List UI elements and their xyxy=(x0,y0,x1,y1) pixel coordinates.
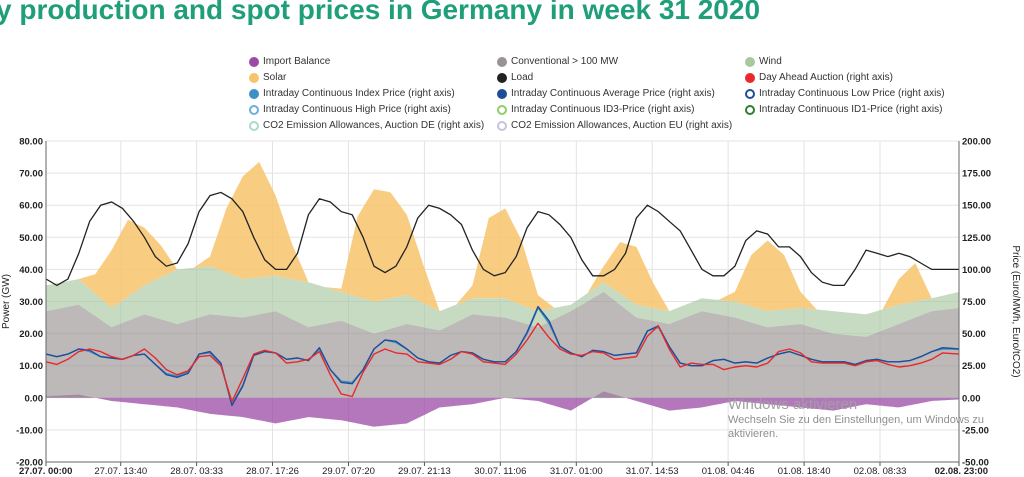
legend-swatch-icon xyxy=(249,72,259,83)
x-tick-label: 28.07. 03:33 xyxy=(170,466,223,477)
day-ahead-price-line xyxy=(45,322,960,403)
legend-label: Intraday Continuous Index Price (right a… xyxy=(263,88,455,99)
legend-label: Solar xyxy=(263,72,287,83)
legend-swatch-icon xyxy=(249,104,259,115)
x-tick-label: 29.07. 07:20 xyxy=(322,466,375,477)
right-tick-label: 150.00 xyxy=(962,201,991,212)
left-tick-label: 0.00 xyxy=(25,393,44,404)
legend-swatch-icon xyxy=(497,120,507,131)
right-tick-label: -50.00 xyxy=(962,458,989,469)
x-tick-label: 31.07. 01:00 xyxy=(550,466,603,477)
legend-item[interactable]: Intraday Continuous Average Price (right… xyxy=(497,88,715,99)
legend-swatch-icon xyxy=(249,88,259,99)
left-tick-label: 70.00 xyxy=(19,169,43,180)
intraday-average-price-line xyxy=(45,305,960,407)
legend-swatch-icon xyxy=(497,72,507,83)
legend-label: Wind xyxy=(759,56,782,67)
legend-label: Day Ahead Auction (right axis) xyxy=(759,72,893,83)
right-tick-label: 25.00 xyxy=(962,361,986,372)
legend-item[interactable]: Intraday Continuous ID1-Price (right axi… xyxy=(745,104,942,115)
left-tick-label: 50.00 xyxy=(19,233,43,244)
legend-label: CO2 Emission Allowances, Auction DE (rig… xyxy=(263,120,485,131)
x-tick-label: 01.08. 18:40 xyxy=(778,466,831,477)
x-tick-label: 02.08. 23:00 xyxy=(935,466,988,477)
legend-label: Intraday Continuous Average Price (right… xyxy=(511,88,715,99)
legend-label: Intraday Continuous High Price (right ax… xyxy=(263,104,451,115)
legend-swatch-icon xyxy=(497,104,507,115)
legend-label: Conventional > 100 MW xyxy=(511,56,619,67)
legend-item[interactable]: CO2 Emission Allowances, Auction EU (rig… xyxy=(497,120,732,131)
watermark-line1: Windows aktivieren xyxy=(728,396,858,413)
line-series xyxy=(45,191,960,407)
left-tick-label: -10.00 xyxy=(16,425,43,436)
legend-swatch-icon xyxy=(497,56,507,67)
x-tick-label: 30.07. 11:06 xyxy=(474,466,526,477)
x-tick-label: 01.08. 04:46 xyxy=(702,466,755,477)
conventional-area xyxy=(46,291,959,398)
axes: -20.00 -10.00 0.00 10.00 20.00 30.00 40.00 50.0… xyxy=(1,137,1021,477)
left-axis-title: Power (GW) xyxy=(1,274,12,329)
legend-item[interactable]: Intraday Continuous ID3-Price (right axi… xyxy=(497,104,694,115)
right-tick-label: 200.00 xyxy=(962,137,991,148)
legend-swatch-icon xyxy=(249,120,259,131)
right-tick-label: -25.00 xyxy=(962,425,989,436)
left-tick-label: 40.00 xyxy=(19,265,43,276)
legend-swatch-icon xyxy=(745,104,755,115)
wind-area xyxy=(46,266,959,337)
legend-item[interactable]: Day Ahead Auction (right axis) xyxy=(745,72,893,83)
chart-legend: Import Balance Conventional > 100 MW Wind S… xyxy=(0,0,1024,140)
legend-swatch-icon xyxy=(745,72,755,83)
legend-swatch-icon xyxy=(745,88,755,99)
x-tick-label: 28.07. 17:26 xyxy=(246,466,299,477)
legend-item[interactable]: CO2 Emission Allowances, Auction DE (rig… xyxy=(249,120,484,131)
legend-item[interactable]: Import Balance xyxy=(249,56,330,67)
right-axis-title: Price (Euro/MWh, Euro/tCO2) xyxy=(1010,245,1021,377)
legend-swatch-icon xyxy=(745,56,755,67)
chart-title: y production and spot prices in Germany … xyxy=(0,0,761,25)
legend-item[interactable]: Intraday Continuous Index Price (right a… xyxy=(249,88,455,99)
legend-item[interactable]: Solar xyxy=(249,72,286,83)
right-tick-label: 50.00 xyxy=(962,329,986,340)
left-tick-label: 60.00 xyxy=(19,201,43,212)
left-tick-label: 20.00 xyxy=(19,329,43,340)
x-tick-label: 27.07. 00:00 xyxy=(19,466,72,477)
import-balance-area xyxy=(46,391,959,427)
legend-item[interactable]: Intraday Continuous High Price (right ax… xyxy=(249,104,451,115)
legend-item[interactable]: Wind xyxy=(745,56,782,67)
legend-item[interactable]: Intraday Continuous Low Price (right axi… xyxy=(745,88,945,99)
left-tick-label: 30.00 xyxy=(19,297,43,308)
right-tick-label: 75.00 xyxy=(962,297,986,308)
legend-swatch-icon xyxy=(497,88,507,99)
legend-label: Import Balance xyxy=(263,56,331,67)
legend-label: Load xyxy=(511,72,534,83)
left-tick-label: -20.00 xyxy=(16,458,43,469)
legend-label: CO2 Emission Allowances, Auction EU (rig… xyxy=(511,120,733,131)
legend-label: Intraday Continuous ID1-Price (right axi… xyxy=(759,104,943,115)
legend-swatch-icon xyxy=(249,56,259,67)
right-tick-label: 100.00 xyxy=(962,265,991,276)
left-tick-label: 10.00 xyxy=(19,361,43,372)
legend-label: Intraday Continuous ID3-Price (right axi… xyxy=(511,104,695,115)
windows-activation-watermark: Windows aktivieren Wechseln Sie zu den E… xyxy=(728,396,1018,441)
area-series xyxy=(46,161,959,427)
legend-label: Intraday Continuous Low Price (right axi… xyxy=(759,88,945,99)
load-line xyxy=(45,191,959,287)
watermark-line2: Wechseln Sie zu den Einstellungen, um Wi… xyxy=(728,414,984,440)
x-tick-label: 31.07. 14:53 xyxy=(626,466,679,477)
right-tick-label: 0.00 xyxy=(962,393,981,404)
right-tick-label: 125.00 xyxy=(962,233,991,244)
solar-area xyxy=(46,161,959,315)
x-tick-label: 27.07. 13:40 xyxy=(94,466,147,477)
legend-item[interactable]: Load xyxy=(497,72,533,83)
left-tick-label: 80.00 xyxy=(19,137,43,148)
x-tick-label: 02.08. 08:33 xyxy=(854,466,907,477)
right-tick-label: 175.00 xyxy=(962,169,991,180)
x-tick-label: 29.07. 21:13 xyxy=(398,466,451,477)
legend-item[interactable]: Conventional > 100 MW xyxy=(497,56,618,67)
